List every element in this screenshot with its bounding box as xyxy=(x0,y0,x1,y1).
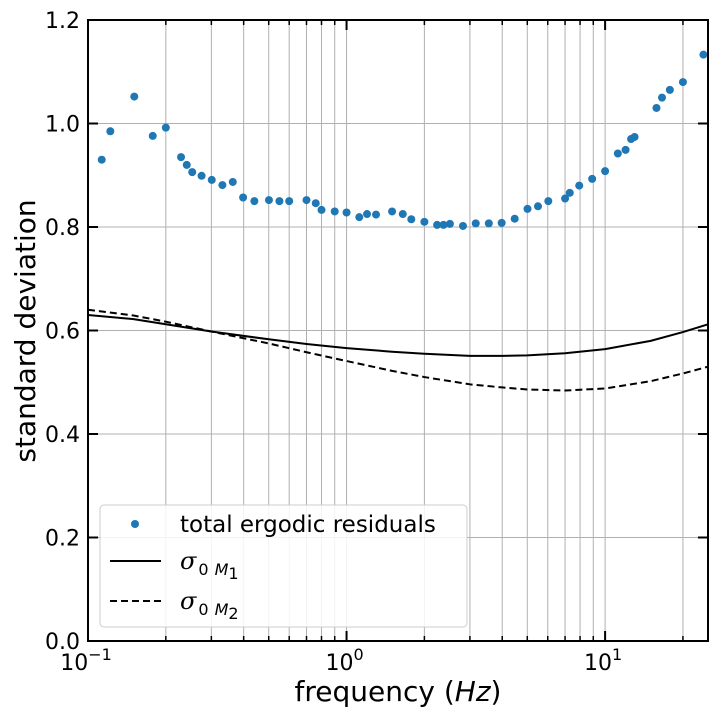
data-point xyxy=(699,50,708,59)
data-point xyxy=(311,199,320,208)
legend-label-m1: σ 0 M1 xyxy=(180,547,239,583)
data-point xyxy=(433,220,442,229)
data-point xyxy=(97,155,106,164)
x-tick-label-base: 10 xyxy=(584,651,612,676)
legend-label-m2-idx: 2 xyxy=(228,604,238,623)
series-points xyxy=(97,50,708,230)
legend-label-residuals: total ergodic residuals xyxy=(180,512,436,538)
legend-label-m1-sub: 0 xyxy=(198,560,208,579)
plot-frame xyxy=(87,19,709,642)
data-point xyxy=(239,193,248,202)
x-tick-label: 101 xyxy=(584,645,622,676)
y-tick-labels: 0.0 0.2 0.4 0.6 0.8 1.0 1.2 xyxy=(45,9,80,655)
data-point xyxy=(445,219,454,228)
legend-box xyxy=(99,504,468,628)
x-tick-label: 10−1 xyxy=(60,645,112,676)
data-point xyxy=(613,149,622,158)
data-point xyxy=(372,210,381,219)
legend-label-m2-sigma: σ xyxy=(180,587,197,615)
data-point xyxy=(148,131,157,140)
data-point xyxy=(197,171,206,180)
data-point xyxy=(601,167,610,176)
x-tick-label-exponent: −1 xyxy=(88,645,112,664)
data-point xyxy=(228,177,237,186)
y-tick-label: 1.0 xyxy=(45,113,80,138)
x-axis-label-prefix: frequency ( xyxy=(295,675,455,708)
data-point xyxy=(218,181,227,190)
x-axis-label-suffix: ) xyxy=(491,675,502,708)
data-point xyxy=(533,202,542,211)
y-tick-label: 0.8 xyxy=(45,216,80,241)
data-point xyxy=(658,93,667,102)
y-tick-label: 0.0 xyxy=(45,630,80,655)
data-point xyxy=(665,85,674,94)
y-tick-label: 0.6 xyxy=(45,320,80,345)
y-tick-label: 1.2 xyxy=(45,9,80,34)
data-point xyxy=(177,153,186,162)
y-axis-label: standard deviation xyxy=(9,199,42,462)
x-tick-label: 100 xyxy=(325,645,363,676)
series-line-sigma0-m2 xyxy=(87,308,709,392)
data-point xyxy=(621,145,630,154)
data-point xyxy=(285,197,294,206)
x-axis-label: frequency (Hz) xyxy=(295,675,502,708)
data-point xyxy=(188,168,197,177)
data-point xyxy=(510,214,519,223)
data-point xyxy=(575,181,584,190)
data-point xyxy=(342,208,351,217)
legend-marker-residuals xyxy=(131,520,139,528)
data-point xyxy=(588,174,597,183)
x-tick-label-exponent: 1 xyxy=(612,645,622,664)
data-point xyxy=(678,78,687,87)
x-tick-label-exponent: 0 xyxy=(353,645,363,664)
data-point xyxy=(363,210,372,219)
data-point xyxy=(484,219,493,228)
x-tick-labels: 10−1 100 101 xyxy=(60,645,622,676)
legend-label-m2-sub: 0 xyxy=(198,600,208,619)
x-axis-label-var: Hz xyxy=(455,675,492,708)
data-point xyxy=(317,205,326,214)
legend-label-m2: σ 0 M2 xyxy=(180,587,239,623)
data-point xyxy=(302,196,311,205)
legend-label-m1-sigma: σ xyxy=(180,547,197,575)
data-point xyxy=(630,132,639,141)
data-point xyxy=(182,160,191,169)
data-point xyxy=(275,197,284,206)
legend: total ergodic residuals σ 0 M1 σ 0 M2 xyxy=(99,504,468,628)
data-point xyxy=(250,197,259,206)
data-point xyxy=(130,92,139,101)
data-point xyxy=(207,175,216,184)
data-point xyxy=(106,127,115,136)
data-point xyxy=(497,218,506,227)
data-point xyxy=(439,220,448,229)
series-line-sigma0-m1 xyxy=(87,313,709,357)
legend-label-m1-idx: 1 xyxy=(228,564,238,583)
series-lines xyxy=(87,308,709,392)
x-tick-label-base: 10 xyxy=(60,651,88,676)
data-point xyxy=(388,207,397,216)
data-point xyxy=(652,103,661,112)
data-point xyxy=(398,210,407,219)
legend-label-m1-var: M xyxy=(215,560,229,579)
data-point xyxy=(561,194,570,203)
y-tick-label: 0.4 xyxy=(45,423,80,448)
data-point xyxy=(161,123,170,132)
data-point xyxy=(420,217,429,226)
data-point xyxy=(565,188,574,197)
y-tick-label: 0.2 xyxy=(45,527,80,552)
data-point xyxy=(407,215,416,224)
data-point xyxy=(264,196,273,205)
data-point xyxy=(458,221,467,230)
data-point xyxy=(471,219,480,228)
legend-label-m2-var: M xyxy=(215,600,229,619)
data-point xyxy=(330,207,339,216)
data-point xyxy=(544,197,553,206)
data-point xyxy=(523,204,532,213)
x-tick-label-base: 10 xyxy=(325,651,353,676)
data-point xyxy=(355,213,364,222)
